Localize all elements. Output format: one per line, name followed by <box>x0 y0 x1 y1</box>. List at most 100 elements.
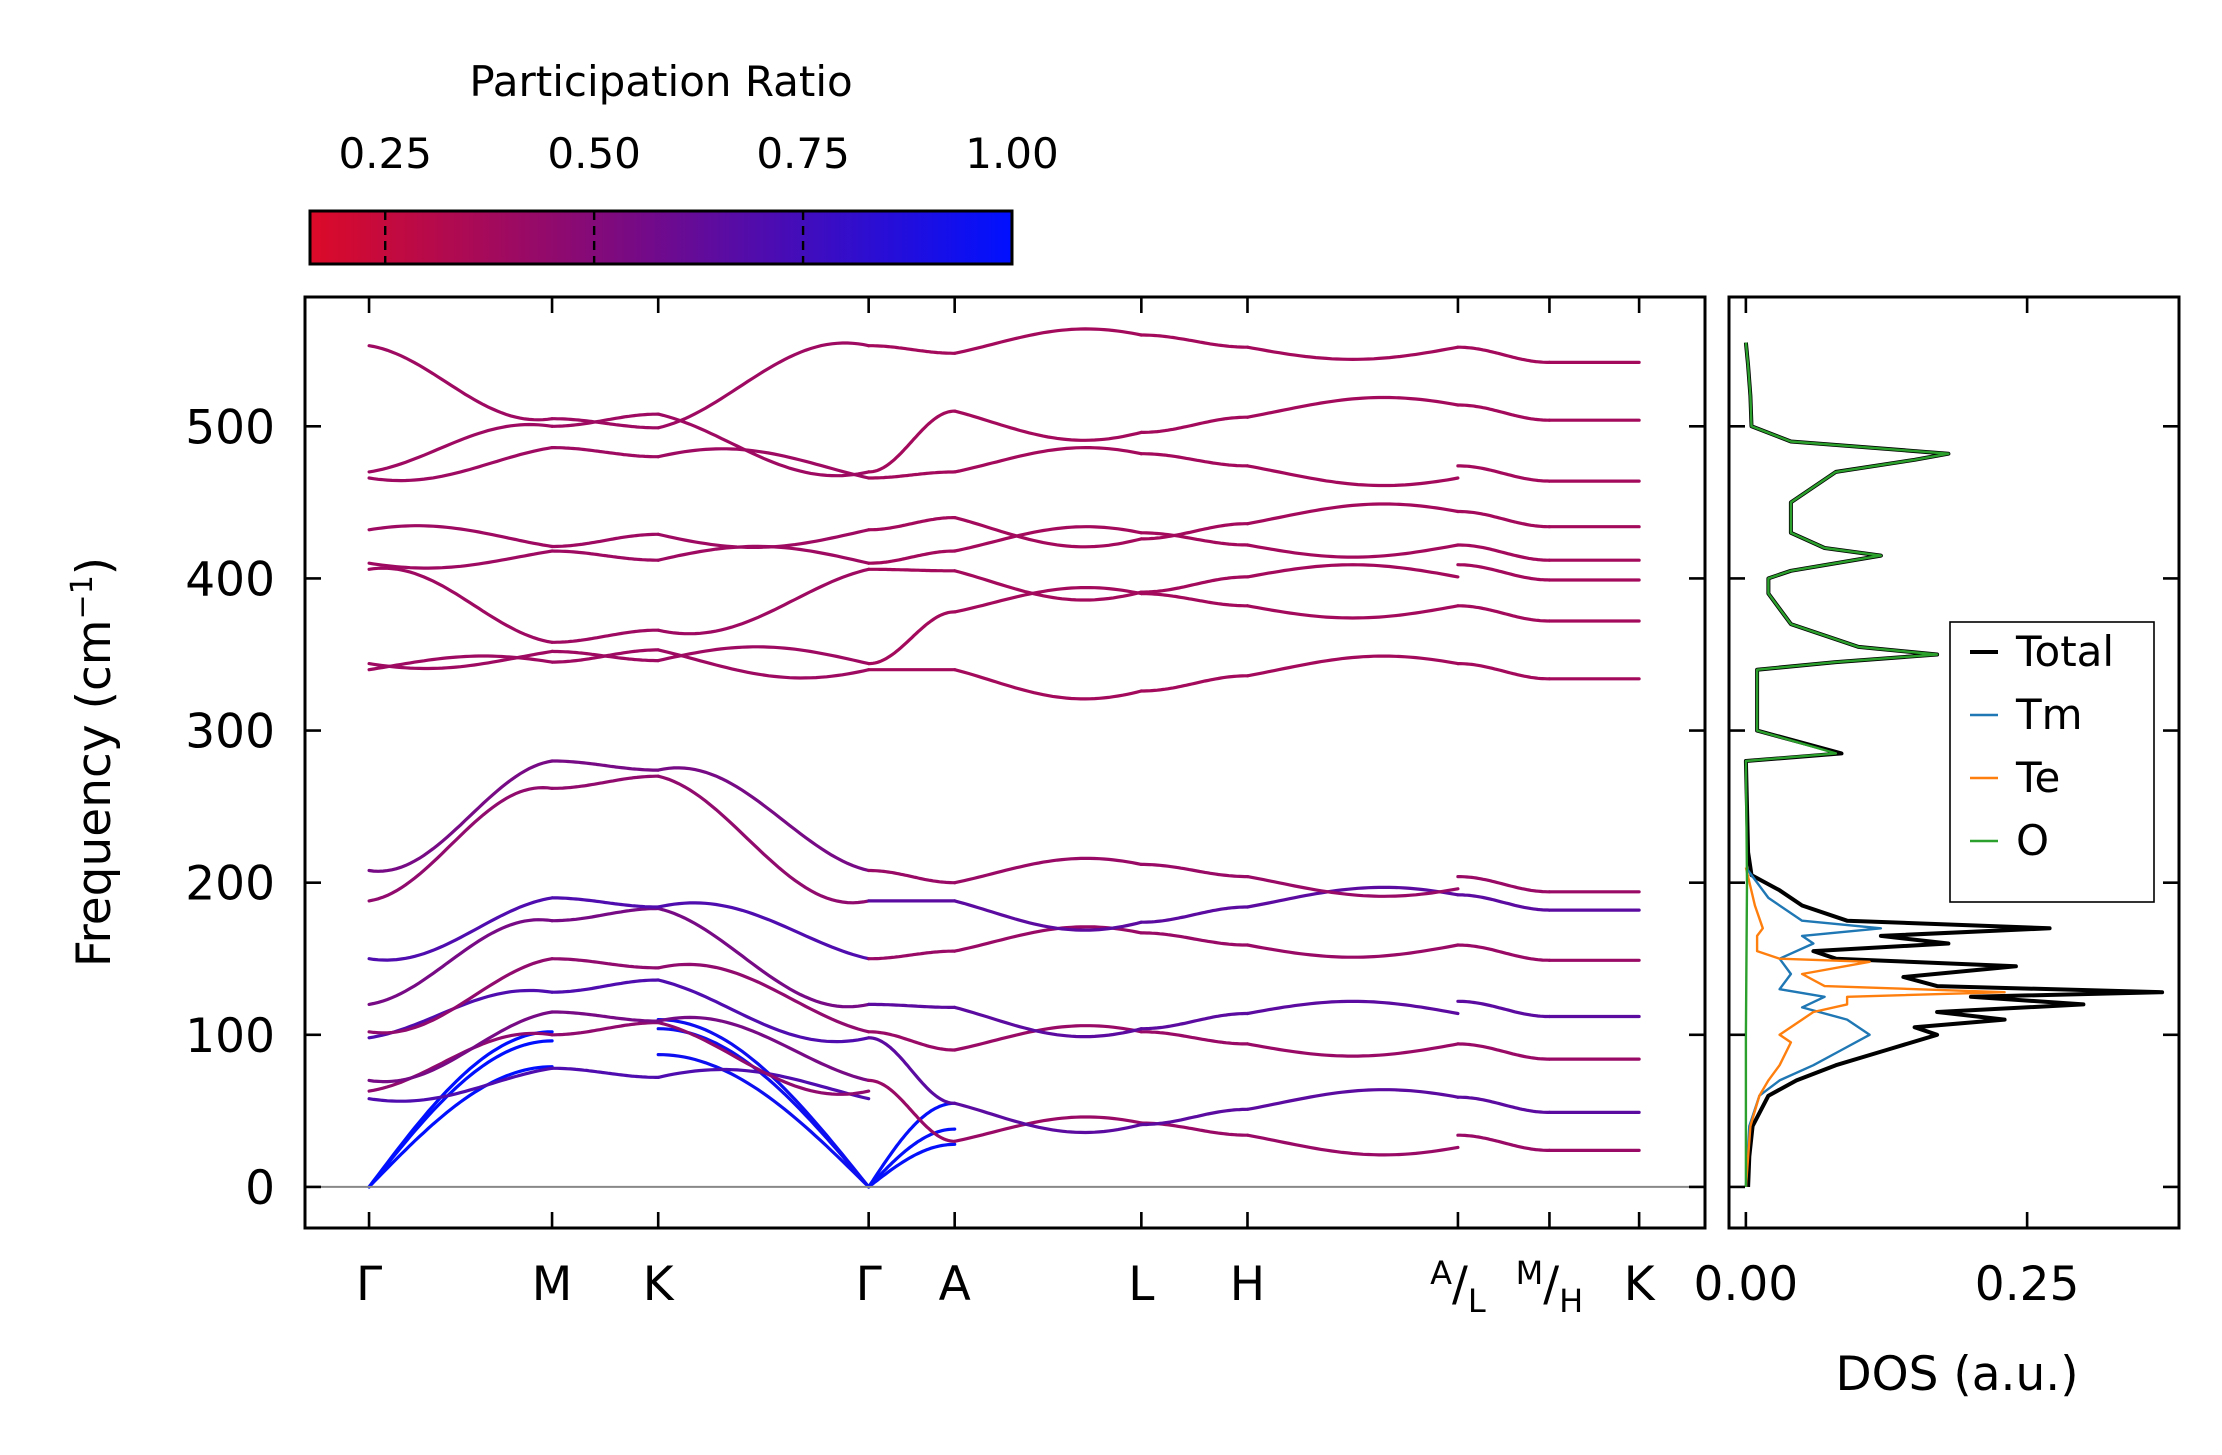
kpath-label: K <box>643 1257 675 1312</box>
band-curve <box>656 1021 871 1096</box>
colorbar-tick-label: 0.50 <box>547 129 641 178</box>
band-curve <box>550 628 660 644</box>
band-curve <box>1456 1095 1551 1114</box>
dos-series-tm <box>1744 866 1883 1187</box>
band-curve <box>867 344 957 355</box>
band-curve <box>867 549 957 565</box>
band-lines <box>367 327 1641 1189</box>
band-curve <box>656 774 871 905</box>
band-curve <box>1456 893 1551 912</box>
band-curve <box>953 899 1143 932</box>
band-curve <box>367 566 554 644</box>
band-curve <box>656 528 871 549</box>
band-curve <box>953 1101 1143 1135</box>
dos-ticks: 0.00 0.25 <box>1694 297 2179 1312</box>
band-curve <box>1139 931 1250 947</box>
kpath-label-upper: A <box>1430 1254 1452 1292</box>
band-curve <box>550 759 660 772</box>
band-curve <box>1245 875 1460 898</box>
band-curve <box>656 544 871 565</box>
band-curve <box>1245 885 1460 909</box>
band-curve <box>1456 943 1551 962</box>
band-curve <box>867 1127 957 1189</box>
band-curve <box>1245 464 1460 488</box>
kpath-label-lower: H <box>1559 1282 1583 1320</box>
band-curve <box>550 896 660 909</box>
band-curve <box>367 896 554 962</box>
band-curve <box>1456 875 1551 894</box>
band-curve <box>1245 654 1460 678</box>
band-curve <box>550 549 660 562</box>
y-tick-label: 100 <box>185 1009 275 1064</box>
band-curve <box>867 1036 957 1105</box>
band-curve <box>367 1030 554 1189</box>
band-curve <box>1139 1030 1250 1046</box>
band-curve <box>550 1010 660 1023</box>
band-curve <box>367 759 554 873</box>
band-curve <box>867 1030 957 1052</box>
band-curve <box>1139 522 1250 541</box>
band-curve <box>953 327 1143 355</box>
band-curve <box>1139 592 1250 608</box>
band-curve <box>367 344 554 422</box>
dos-series-o <box>1744 342 1950 1187</box>
band-curve <box>953 668 1143 701</box>
band-curve <box>867 516 957 532</box>
band-curve <box>367 918 554 1006</box>
band-curve <box>1245 943 1460 959</box>
kpath-label: L <box>1128 1257 1154 1312</box>
band-curve <box>1456 563 1551 582</box>
legend-label: Total <box>2015 627 2114 676</box>
band-curve <box>367 1039 554 1189</box>
band-curve <box>656 341 871 430</box>
kpath-label: H <box>1230 1257 1265 1312</box>
y-tick-label: 500 <box>185 400 275 455</box>
band-curve <box>1139 905 1250 924</box>
band-curve <box>953 516 1143 549</box>
band-curve <box>1456 464 1551 483</box>
band-curve <box>367 1066 554 1103</box>
band-curve <box>550 412 660 428</box>
band-curve <box>367 649 554 671</box>
kpath-label: M <box>532 1257 573 1312</box>
band-curve <box>1139 452 1250 468</box>
band-curve <box>1456 403 1551 422</box>
y-ticks: 0 100 200 300 400 500 <box>185 400 1705 1216</box>
band-curve <box>367 446 554 483</box>
kpath-ticks: Γ M K Γ A L H A/LM/H K <box>356 297 1656 1320</box>
band-curve <box>367 524 554 549</box>
band-curve <box>1245 1042 1460 1058</box>
band-curve <box>1245 563 1460 579</box>
band-curve <box>1245 1088 1460 1111</box>
colorbar-ticks: 0.25 0.50 0.75 1.00 <box>338 129 1059 264</box>
band-curve <box>1456 509 1551 529</box>
dos-x-tick-label: 0.25 <box>1975 1257 2080 1312</box>
band-curve <box>656 412 871 478</box>
band-curve <box>1139 1011 1250 1031</box>
band-curve <box>953 586 1143 614</box>
band-curve <box>656 645 871 666</box>
colorbar-tick-label: 0.25 <box>338 129 432 178</box>
band-curve <box>367 785 554 903</box>
band-curve <box>656 766 871 873</box>
y-tick-label: 400 <box>185 552 275 607</box>
band-curve <box>656 567 871 636</box>
legend-label: O <box>2016 816 2049 865</box>
kpath-label-slash: / <box>1452 1257 1468 1312</box>
kpath-label: M/H <box>1516 1254 1584 1320</box>
band-curve <box>550 1021 660 1037</box>
band-curve <box>1139 575 1250 594</box>
kpath-label-upper: M <box>1516 1254 1544 1292</box>
band-curve <box>1245 1133 1460 1157</box>
band-curve <box>550 978 660 994</box>
kpath-label-slash: / <box>1543 1257 1559 1312</box>
band-curve <box>867 567 957 573</box>
band-curve <box>1456 543 1551 562</box>
band-curve <box>367 422 554 474</box>
band-curve <box>550 532 660 549</box>
band-curve <box>1139 862 1250 879</box>
legend-label: Te <box>2015 753 2060 802</box>
band-curve <box>550 1066 660 1079</box>
band-curve <box>867 1142 957 1189</box>
